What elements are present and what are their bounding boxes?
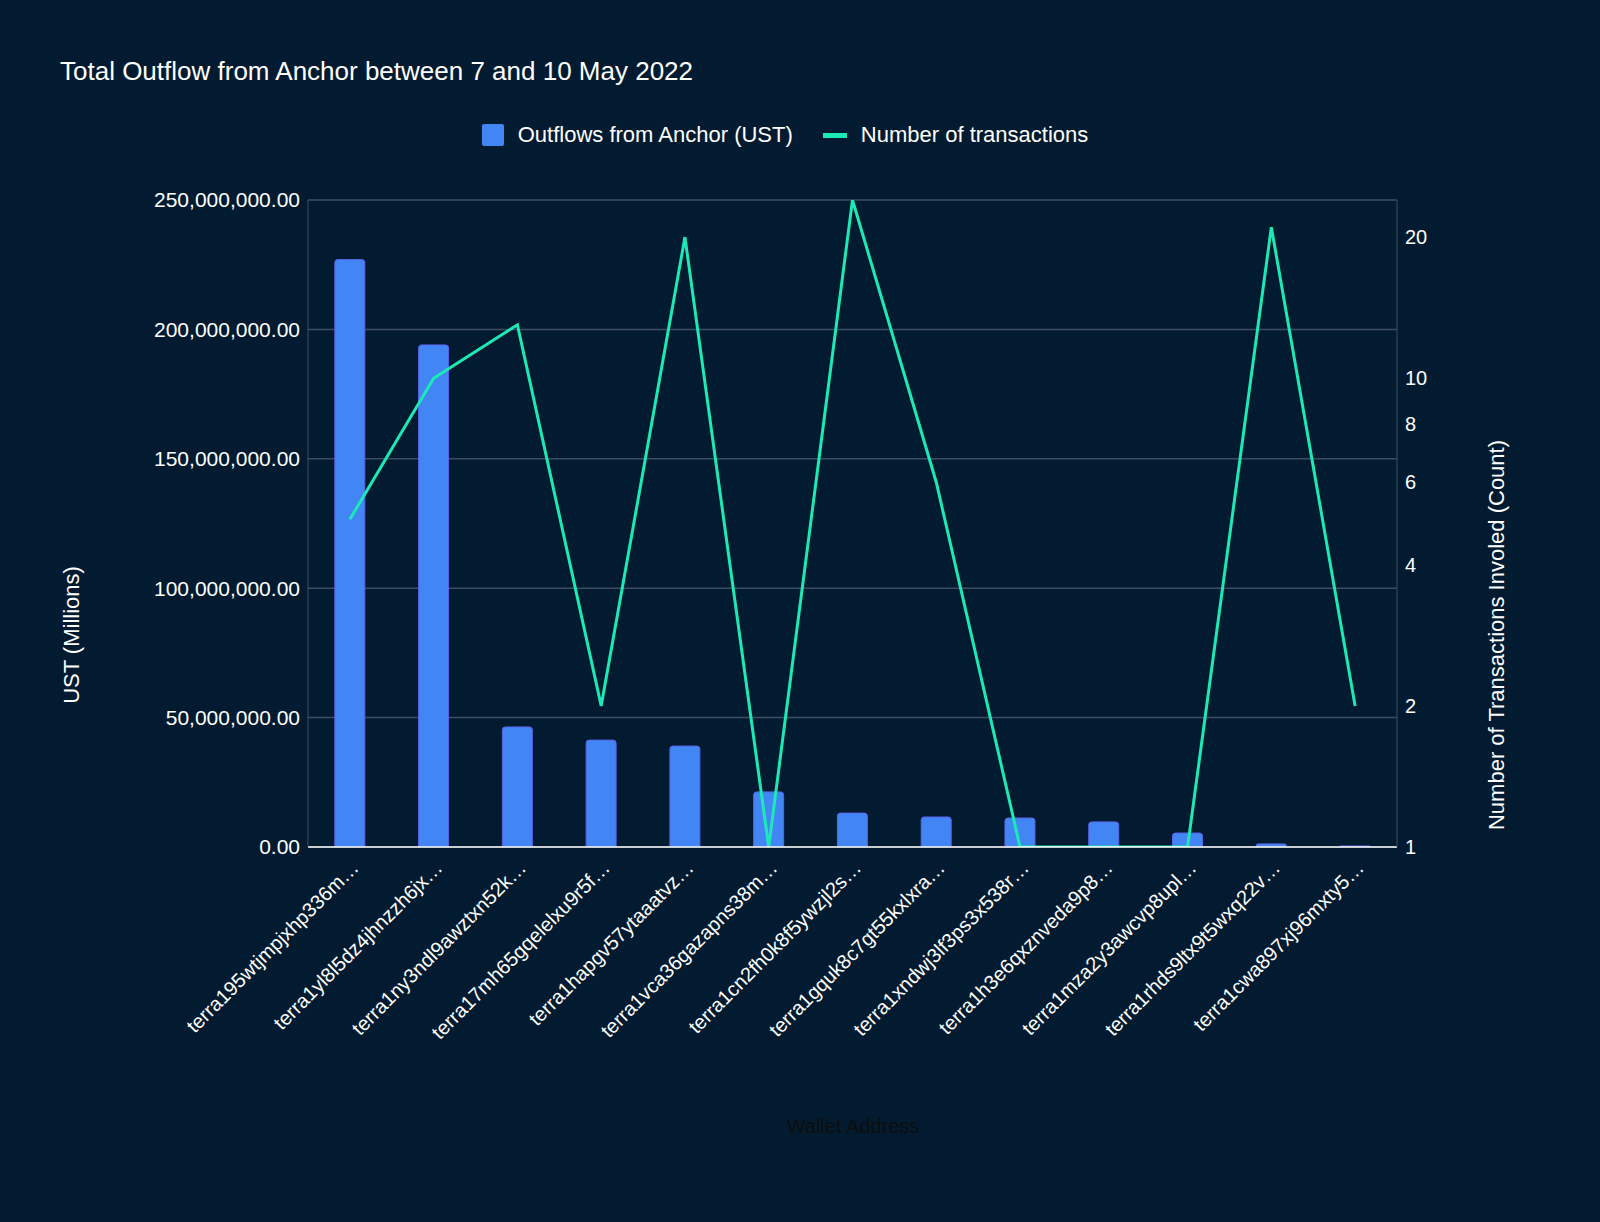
- svg-text:terra1cn2fh0k8f5ywzjl2s…: terra1cn2fh0k8f5ywzjl2s…: [684, 856, 865, 1037]
- html-text:Number of transactions: Number of transactions: [860, 122, 1089, 147]
- svg-text:terra1gquk8c7gt55kxlxra…: terra1gquk8c7gt55kxlxra…: [765, 856, 950, 1041]
- svg-text:4: 4: [1405, 554, 1416, 576]
- svg-text:terra1h3e6qxznveda9p8…: terra1h3e6qxznveda9p8…: [934, 856, 1116, 1038]
- svg-text:150,000,000.00: 150,000,000.00: [154, 447, 300, 470]
- html-text:Wallet Address: Wallet Address: [786, 1114, 920, 1137]
- svg-text:terra1hapgv57ytaaatvz…: terra1hapgv57ytaaatvz…: [524, 856, 698, 1030]
- svg-text:20: 20: [1405, 226, 1427, 248]
- svg-text:2: 2: [1405, 695, 1416, 717]
- html-text:Outflows from Anchor (UST): Outflows from Anchor (UST): [517, 122, 793, 147]
- svg-text:terra1mza2y3awcvp8upl…: terra1mza2y3awcvp8upl…: [1017, 856, 1200, 1039]
- html-text:Number of Transactions Involed: Number of Transactions Involed (Count): [1484, 440, 1509, 830]
- svg-text:terra1xndwj3lf3ps3x538r…: terra1xndwj3lf3ps3x538r…: [849, 856, 1033, 1040]
- svg-text:terra17mh65gqelelxu9r5f…: terra17mh65gqelelxu9r5f…: [427, 856, 614, 1043]
- svg-text:0.00: 0.00: [259, 835, 300, 858]
- svg-text:200,000,000.00: 200,000,000.00: [154, 318, 300, 341]
- svg-text:10: 10: [1405, 367, 1427, 389]
- svg-text:terra1ny3ndl9awztxn52k…: terra1ny3ndl9awztxn52k…: [347, 856, 530, 1039]
- svg-text:terra1rhds9ltx9t5wxq22v…: terra1rhds9ltx9t5wxq22v…: [1100, 856, 1284, 1040]
- html-text:Total Outflow from Anchor betw: Total Outflow from Anchor between 7 and …: [60, 56, 693, 86]
- svg-text:terra1yl8l5dz4jhnzzh6jx…: terra1yl8l5dz4jhnzzh6jx…: [269, 856, 446, 1033]
- svg-text:100,000,000.00: 100,000,000.00: [154, 577, 300, 600]
- svg-text:1: 1: [1405, 836, 1416, 858]
- svg-text:6: 6: [1405, 471, 1416, 493]
- svg-text:terra1cwa897xj96mxty5…: terra1cwa897xj96mxty5…: [1189, 856, 1368, 1035]
- html-text:UST (Millions): UST (Millions): [59, 566, 84, 704]
- svg-text:250,000,000.00: 250,000,000.00: [154, 188, 300, 211]
- svg-text:terra195wtjmpjxhp336m…: terra195wtjmpjxhp336m…: [182, 856, 363, 1037]
- svg-text:50,000,000.00: 50,000,000.00: [166, 706, 300, 729]
- svg-text:8: 8: [1405, 413, 1416, 435]
- svg-text:terra1vca36gazapns38m…: terra1vca36gazapns38m…: [596, 856, 781, 1041]
